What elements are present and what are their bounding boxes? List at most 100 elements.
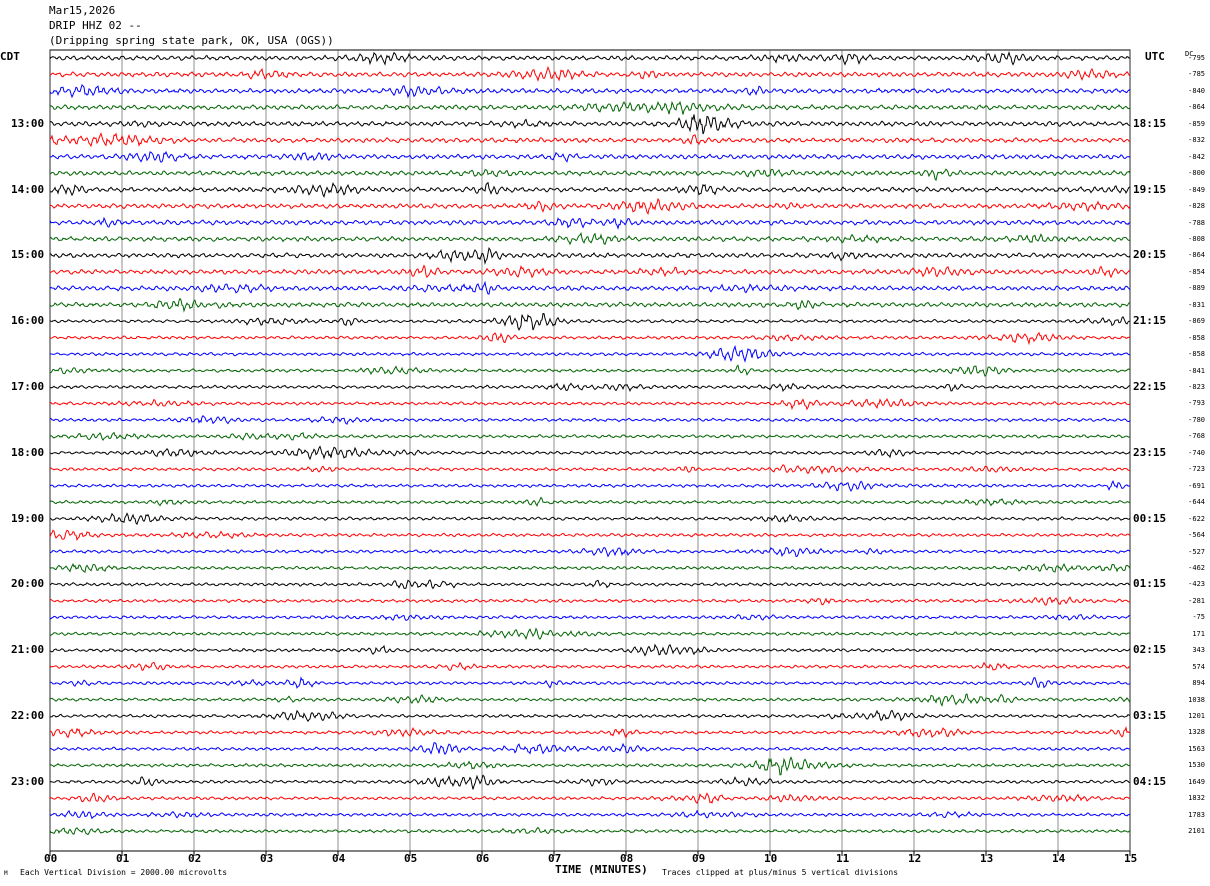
dc-offset-value: -864 xyxy=(1188,251,1205,260)
seismic-trace xyxy=(49,197,1131,215)
utc-hour-label: 00:15 xyxy=(1133,511,1167,525)
x-tick-label: 02 xyxy=(188,852,202,865)
dc-offset-value: -828 xyxy=(1188,202,1205,211)
utc-hour-label: 22:15 xyxy=(1133,380,1167,393)
dc-offset-value: 171 xyxy=(1192,629,1205,638)
dc-offset-value: -849 xyxy=(1188,185,1205,194)
seismic-trace xyxy=(49,100,1131,115)
seismic-trace xyxy=(49,774,1131,790)
seismic-trace xyxy=(49,792,1131,805)
seismic-trace xyxy=(49,313,1131,332)
seismic-trace xyxy=(49,529,1131,542)
dc-offset-value: -723 xyxy=(1188,465,1205,474)
seismic-trace xyxy=(49,246,1131,266)
seismic-trace xyxy=(49,546,1131,558)
utc-hour-label: 04:15 xyxy=(1133,774,1167,788)
utc-hour-label: 02:15 xyxy=(1133,643,1167,657)
dc-offset-value: -858 xyxy=(1188,350,1205,359)
dc-offset-value: -840 xyxy=(1188,86,1205,95)
seismic-trace xyxy=(49,65,1131,82)
dc-offset-value: 894 xyxy=(1192,679,1205,688)
dc-offset-value: -808 xyxy=(1188,234,1205,243)
cdt-hour-label: 21:00 xyxy=(11,643,45,657)
dc-offset-value: 1649 xyxy=(1188,777,1205,786)
dc-offset-value: -462 xyxy=(1188,563,1205,572)
seismic-trace xyxy=(49,297,1131,313)
utc-hour-label: 18:15 xyxy=(1133,116,1167,130)
seismic-trace xyxy=(49,83,1131,99)
x-tick-label: 12 xyxy=(908,852,922,865)
dc-offset-value: -644 xyxy=(1188,498,1205,507)
seismic-trace xyxy=(49,643,1131,657)
seismic-trace xyxy=(49,280,1131,295)
logo-mark: M xyxy=(4,870,8,877)
x-tick-label: 15 xyxy=(1124,852,1138,865)
record-date: Mar15,2026 xyxy=(49,4,116,17)
seismic-trace xyxy=(49,344,1131,363)
dc-offset-value: -564 xyxy=(1188,531,1205,540)
dc-offset-value: -858 xyxy=(1188,333,1205,342)
dc-offset-value: 1328 xyxy=(1188,728,1205,737)
utc-hour-label: 03:15 xyxy=(1133,709,1167,722)
x-tick-label: 08 xyxy=(620,852,634,865)
seismic-trace xyxy=(49,627,1131,641)
dc-offset-value: -780 xyxy=(1188,415,1205,424)
dc-offset-value: 1783 xyxy=(1188,810,1205,819)
seismic-trace xyxy=(49,596,1131,606)
dc-offset-value: -823 xyxy=(1188,383,1205,391)
seismic-trace xyxy=(49,693,1131,707)
seismic-trace xyxy=(49,331,1131,346)
seismic-trace xyxy=(49,264,1131,279)
cdt-hour-label: 16:00 xyxy=(11,314,45,328)
x-tick-label: 06 xyxy=(476,852,490,865)
cdt-hour-label: 15:00 xyxy=(11,248,45,262)
dc-offset-value: -691 xyxy=(1188,481,1205,490)
utc-hour-label: 20:15 xyxy=(1133,248,1167,262)
x-tick-label: 09 xyxy=(692,852,706,865)
seismic-trace xyxy=(49,826,1131,836)
dc-offset-value: -281 xyxy=(1188,596,1205,605)
x-tick-label: 14 xyxy=(1052,852,1066,865)
cdt-hour-label: 13:00 xyxy=(11,116,45,130)
left-timezone-label: CDT xyxy=(0,50,20,63)
x-tick-label: 00 xyxy=(44,852,58,865)
seismic-trace xyxy=(49,661,1131,671)
seismic-trace xyxy=(49,464,1131,475)
dc-offset-value: -842 xyxy=(1188,152,1205,161)
utc-hour-label: 01:15 xyxy=(1133,577,1167,591)
dc-offset-value: 1563 xyxy=(1188,744,1205,753)
seismic-trace xyxy=(49,512,1131,526)
dc-offset-value: -800 xyxy=(1188,169,1205,178)
cdt-hour-label: 19:00 xyxy=(11,511,45,525)
seismic-trace xyxy=(49,742,1131,756)
seismic-trace xyxy=(49,709,1131,723)
dc-offset-value: 343 xyxy=(1192,646,1205,655)
dc-offset-value: -75 xyxy=(1192,613,1205,622)
x-tick-label: 04 xyxy=(332,852,346,865)
dc-offset-value: -859 xyxy=(1188,119,1205,128)
dc-offset-value: -889 xyxy=(1188,284,1205,293)
vertical-scale-note: Each Vertical Division = 2000.00 microvo… xyxy=(20,868,228,877)
x-tick-label: 11 xyxy=(836,852,850,865)
seismic-trace xyxy=(49,579,1131,590)
seismic-trace xyxy=(49,382,1131,393)
utc-hour-label: 19:15 xyxy=(1133,182,1167,196)
utc-hour-label: 21:15 xyxy=(1133,314,1167,328)
cdt-hour-label: 17:00 xyxy=(11,380,45,393)
seismic-trace xyxy=(49,364,1131,377)
seismic-trace xyxy=(49,414,1131,425)
seismic-trace xyxy=(49,562,1131,573)
seismic-trace xyxy=(49,809,1131,820)
dc-offset-value: 1832 xyxy=(1188,794,1205,803)
x-tick-label: 01 xyxy=(116,852,130,865)
dc-offset-value: -793 xyxy=(1188,399,1205,408)
utc-hour-label: 23:15 xyxy=(1133,445,1167,459)
cdt-hour-label: 14:00 xyxy=(11,182,45,196)
dc-offset-value: -841 xyxy=(1188,366,1205,375)
dc-offset-value: -832 xyxy=(1188,136,1205,145)
seismic-trace xyxy=(49,216,1131,230)
seismic-trace xyxy=(49,445,1131,461)
dc-offset-value: -527 xyxy=(1188,547,1205,556)
x-tick-label: 05 xyxy=(404,852,418,865)
